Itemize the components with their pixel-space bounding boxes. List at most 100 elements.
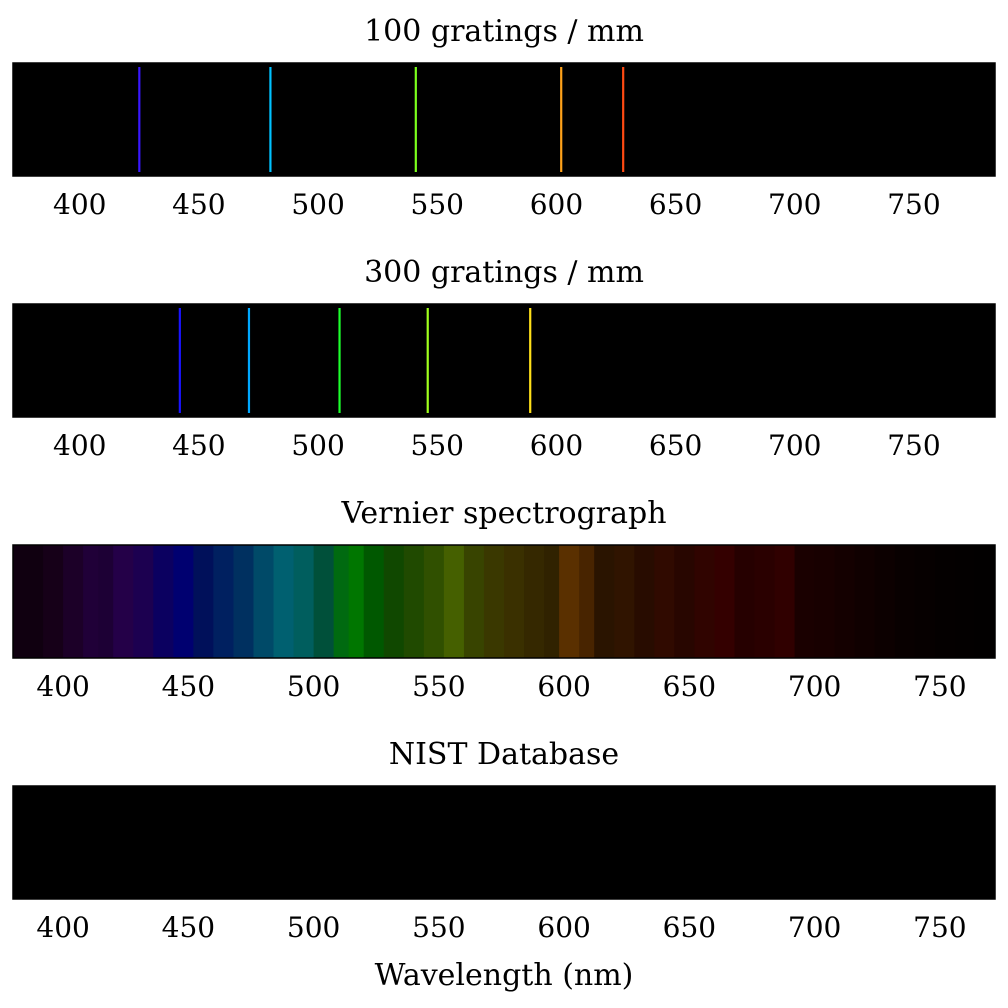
panel-title: Vernier spectrograph xyxy=(340,496,666,531)
spectrum-band xyxy=(63,545,84,658)
x-tick-label: 450 xyxy=(162,670,215,703)
spectrum-band xyxy=(934,545,956,658)
spectrum-band xyxy=(333,545,350,658)
x-tick-label: 700 xyxy=(768,429,821,462)
x-tick-label: 750 xyxy=(887,429,940,462)
spectrum-band xyxy=(463,545,485,658)
x-tick-label: 600 xyxy=(537,911,590,944)
spectrum-band xyxy=(363,545,385,658)
panel-frame xyxy=(12,303,996,418)
x-tick-label: 400 xyxy=(53,188,106,221)
spectrum-band xyxy=(794,545,816,658)
x-tick-label: 450 xyxy=(172,188,225,221)
spectrum-band xyxy=(634,545,655,658)
panel-frame xyxy=(12,62,996,177)
x-tick-label: 500 xyxy=(287,670,340,703)
spectrum-band xyxy=(734,545,756,658)
spectrum-background xyxy=(13,304,995,417)
spectrum-band xyxy=(233,545,255,658)
x-tick-label: 550 xyxy=(412,670,465,703)
panel-title: 300 gratings / mm xyxy=(364,255,644,290)
x-tick-label: 650 xyxy=(663,670,716,703)
x-tick-label: 400 xyxy=(36,670,89,703)
spectrum-band xyxy=(313,545,335,658)
spectrum-bands xyxy=(13,545,995,658)
spectrum-band xyxy=(423,545,445,658)
spectrum-band xyxy=(153,545,174,658)
spectrum-band xyxy=(383,545,405,658)
x-tick-label: 450 xyxy=(172,429,225,462)
spectrum-band xyxy=(273,545,295,658)
x-tick-label: 400 xyxy=(36,911,89,944)
spectrum-band xyxy=(98,545,114,658)
spectrum-band xyxy=(193,545,215,658)
spectrum-band xyxy=(43,545,64,658)
x-tick-label: 650 xyxy=(663,911,716,944)
spectrum-band xyxy=(579,545,595,658)
spectrum-band xyxy=(954,545,976,658)
spectrum-band xyxy=(293,545,315,658)
spectrum-band xyxy=(403,545,425,658)
spectrum-band xyxy=(654,545,675,658)
spectrum-band xyxy=(133,545,154,658)
spectrum-band xyxy=(674,545,695,658)
x-tick-label: 450 xyxy=(162,911,215,944)
x-axis-label: Wavelength (nm) xyxy=(375,958,634,993)
spectrum-background xyxy=(13,786,995,899)
spectrum-band xyxy=(83,545,99,658)
x-tick-label: 750 xyxy=(913,670,966,703)
spectrum-band xyxy=(443,545,465,658)
x-tick-label: 650 xyxy=(649,429,702,462)
spectrum-band xyxy=(504,545,525,658)
x-tick-label: 500 xyxy=(291,429,344,462)
spectrum-background xyxy=(13,63,995,176)
x-tick-label: 700 xyxy=(768,188,821,221)
x-tick-label: 650 xyxy=(649,188,702,221)
spectrum-band xyxy=(974,545,995,658)
x-tick-label: 600 xyxy=(530,429,583,462)
spectrum-band xyxy=(754,545,776,658)
panel-title: NIST Database xyxy=(389,737,619,772)
x-tick-label: 750 xyxy=(913,911,966,944)
x-tick-label: 750 xyxy=(887,188,940,221)
x-tick-label: 500 xyxy=(291,188,344,221)
spectrum-panel: 100 gratings / mm 400 450 500 550 600 650 700 75… xyxy=(12,14,996,221)
spectrum-band xyxy=(348,545,365,658)
panel-frame xyxy=(12,544,996,659)
spectrum-band xyxy=(594,545,615,658)
x-tick-label: 500 xyxy=(287,911,340,944)
x-tick-label: 700 xyxy=(788,911,841,944)
spectrum-band xyxy=(559,545,580,658)
x-tick-label: 600 xyxy=(537,670,590,703)
spectrum-band xyxy=(854,545,876,658)
spectrum-band xyxy=(714,545,736,658)
x-tick-label: 600 xyxy=(530,188,583,221)
spectrum-panel: NIST Database 400 450 500 550 600 650 700 750 xyxy=(12,737,996,944)
spectrum-band xyxy=(544,545,560,658)
spectrum-band xyxy=(13,545,44,658)
x-tick-label: 550 xyxy=(412,911,465,944)
spectrum-band xyxy=(894,545,916,658)
spectrum-band xyxy=(253,545,275,658)
x-tick-label: 400 xyxy=(53,429,106,462)
panel-title: 100 gratings / mm xyxy=(364,14,644,49)
spectrum-panel: Vernier spectrograph 400 450 500 550 600 650 70… xyxy=(12,496,996,703)
spectrum-band xyxy=(524,545,545,658)
spectrum-band xyxy=(113,545,134,658)
spectrum-band xyxy=(914,545,936,658)
spectrum-panel: 300 gratings / mm 400 450 500 550 600 650 700 75… xyxy=(12,255,996,462)
spectrum-band xyxy=(614,545,635,658)
spectrum-band xyxy=(814,545,836,658)
spectrum-band xyxy=(874,545,896,658)
spectrum-band xyxy=(483,545,505,658)
spectrum-band xyxy=(173,545,194,658)
x-tick-label: 550 xyxy=(411,429,464,462)
spectrum-band xyxy=(213,545,235,658)
spectrum-band xyxy=(694,545,716,658)
spectrum-band xyxy=(774,545,796,658)
x-tick-label: 700 xyxy=(788,670,841,703)
x-tick-label: 550 xyxy=(411,188,464,221)
panel-frame xyxy=(12,785,996,900)
spectrum-band xyxy=(834,545,856,658)
